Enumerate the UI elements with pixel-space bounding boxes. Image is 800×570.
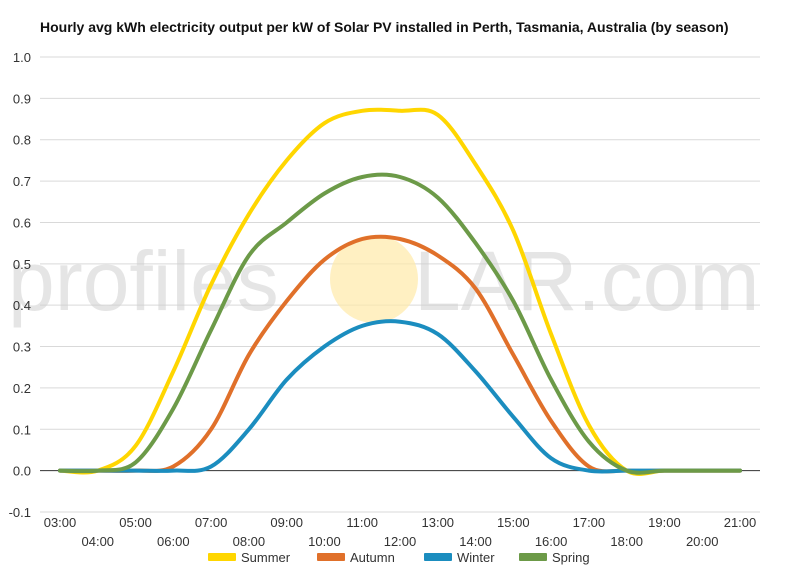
watermark: profiles LAR.com: [8, 234, 759, 328]
y-tick-label: 0.8: [13, 133, 31, 148]
series-line-spring: [58, 172, 742, 475]
x-tick-label: 06:00: [157, 534, 190, 549]
x-tick-label: 20:00: [686, 534, 719, 549]
legend-swatch-autumn: [317, 553, 345, 561]
y-tick-label: 0.9: [13, 91, 31, 106]
x-tick-label: 11:00: [346, 515, 378, 530]
chart-title: Hourly avg kWh electricity output per kW…: [40, 19, 729, 35]
legend-label-spring: Spring: [552, 550, 590, 565]
legend-label-autumn: Autumn: [350, 550, 395, 565]
x-tick-label: 14:00: [459, 534, 492, 549]
x-tick-label: 17:00: [573, 515, 606, 530]
legend-swatch-spring: [519, 553, 547, 561]
x-tick-label: 12:00: [384, 534, 417, 549]
x-tick-label: 03:00: [44, 515, 77, 530]
x-tick-label: 13:00: [422, 515, 455, 530]
x-tick-label: 07:00: [195, 515, 228, 530]
y-tick-label: 0.5: [13, 257, 31, 272]
x-tick-label: 05:00: [119, 515, 152, 530]
y-tick-label: 0.6: [13, 215, 31, 230]
x-tick-label: 08:00: [233, 534, 266, 549]
watermark-left: profiles: [8, 234, 279, 328]
y-tick-label: 0.4: [13, 298, 31, 313]
x-tick-label: 15:00: [497, 515, 530, 530]
y-tick-label: 1.0: [13, 50, 31, 65]
watermark-sun-icon: [330, 235, 418, 323]
legend: Summer Autumn Winter Spring: [208, 550, 590, 565]
y-tick-label: 0.1: [13, 422, 31, 437]
x-tick-label: 10:00: [308, 534, 341, 549]
legend-label-summer: Summer: [241, 550, 291, 565]
y-axis: -0.1 0.0 0.1 0.2 0.3 0.4 0.5 0.6 0.7 0.8 0.9 1.0: [9, 50, 31, 520]
y-tick-label: -0.1: [9, 505, 31, 520]
series-layer: [58, 107, 742, 476]
x-tick-label: 09:00: [270, 515, 303, 530]
legend-swatch-summer: [208, 553, 236, 561]
y-tick-label: 0.7: [13, 174, 31, 189]
legend-swatch-winter: [424, 553, 452, 561]
y-tick-label: 0.3: [13, 340, 31, 355]
watermark-right: LAR.com: [414, 234, 759, 328]
x-axis: 03:00 04:00 05:00 06:00 07:00 08:00 09:00 10:00…: [44, 515, 757, 549]
y-tick-label: 0.0: [13, 464, 31, 479]
legend-label-winter: Winter: [457, 550, 495, 565]
x-tick-label: 16:00: [535, 534, 568, 549]
x-tick-label: 04:00: [82, 534, 115, 549]
y-tick-label: 0.2: [13, 381, 31, 396]
x-tick-label: 21:00: [724, 515, 757, 530]
x-tick-label: 18:00: [610, 534, 643, 549]
x-tick-label: 19:00: [648, 515, 681, 530]
